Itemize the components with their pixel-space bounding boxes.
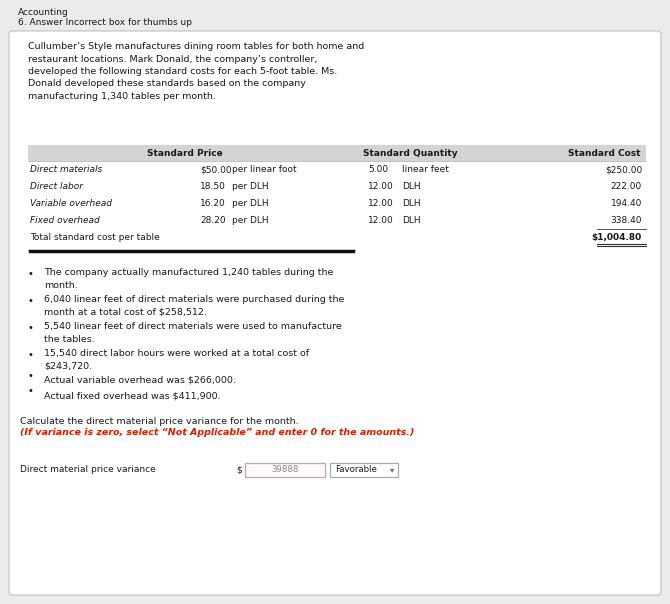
Text: 28.20: 28.20: [200, 216, 226, 225]
Text: Calculate the direct material price variance for the month.: Calculate the direct material price vari…: [20, 417, 302, 426]
Text: Direct materials: Direct materials: [30, 165, 103, 174]
Text: $50.00: $50.00: [200, 165, 232, 174]
Text: Direct labor: Direct labor: [30, 182, 83, 191]
Text: (If variance is zero, select “Not Applicable” and enter 0 for the amounts.): (If variance is zero, select “Not Applic…: [20, 428, 414, 437]
Text: Direct material price variance: Direct material price variance: [20, 466, 155, 475]
Text: 6. Answer Incorrect box for thumbs up: 6. Answer Incorrect box for thumbs up: [18, 18, 192, 27]
Text: Standard Quantity: Standard Quantity: [362, 149, 458, 158]
Text: 338.40: 338.40: [610, 216, 642, 225]
Text: Variable overhead: Variable overhead: [30, 199, 112, 208]
Text: ▾: ▾: [390, 466, 394, 475]
Text: 222.00: 222.00: [611, 182, 642, 191]
Text: DLH: DLH: [402, 216, 421, 225]
Text: Actual variable overhead was $266,000.: Actual variable overhead was $266,000.: [44, 376, 236, 385]
Text: $: $: [236, 466, 242, 475]
Text: linear feet: linear feet: [402, 165, 449, 174]
Text: per linear foot: per linear foot: [232, 165, 297, 174]
Text: 12.00: 12.00: [368, 182, 394, 191]
Text: 12.00: 12.00: [368, 216, 394, 225]
Text: Favorable: Favorable: [335, 466, 377, 475]
Text: Cullumber’s Style manufactures dining room tables for both home and
restaurant l: Cullumber’s Style manufactures dining ro…: [28, 42, 364, 101]
Text: 18.50: 18.50: [200, 182, 226, 191]
Text: •: •: [27, 387, 33, 396]
Text: $1,004.80: $1,004.80: [592, 233, 642, 242]
Text: per DLH: per DLH: [232, 216, 269, 225]
Text: per DLH: per DLH: [232, 199, 269, 208]
Text: •: •: [27, 269, 33, 279]
Bar: [330, 463, 398, 477]
Text: •: •: [27, 350, 33, 360]
Text: Accounting: Accounting: [18, 8, 69, 17]
Text: 6,040 linear feet of direct materials were purchased during the
month at a total: 6,040 linear feet of direct materials we…: [44, 295, 344, 316]
Text: DLH: DLH: [402, 182, 421, 191]
Text: DLH: DLH: [402, 199, 421, 208]
Text: 39888: 39888: [271, 466, 299, 475]
Text: Total standard cost per table: Total standard cost per table: [30, 233, 159, 242]
Text: Fixed overhead: Fixed overhead: [30, 216, 100, 225]
Text: Standard Cost: Standard Cost: [567, 149, 640, 158]
Text: 16.20: 16.20: [200, 199, 226, 208]
Text: per DLH: per DLH: [232, 182, 269, 191]
Text: $250.00: $250.00: [605, 165, 642, 174]
Bar: [245, 463, 325, 477]
Text: 12.00: 12.00: [368, 199, 394, 208]
FancyBboxPatch shape: [9, 31, 661, 595]
Text: Actual fixed overhead was $411,900.: Actual fixed overhead was $411,900.: [44, 391, 220, 400]
Text: 15,540 direct labor hours were worked at a total cost of
$243,720.: 15,540 direct labor hours were worked at…: [44, 349, 309, 370]
Text: •: •: [27, 323, 33, 333]
Text: Standard Price: Standard Price: [147, 149, 223, 158]
Text: The company actually manufactured 1,240 tables during the
month.: The company actually manufactured 1,240 …: [44, 268, 334, 289]
Text: 194.40: 194.40: [610, 199, 642, 208]
Text: 5,540 linear feet of direct materials were used to manufacture
the tables.: 5,540 linear feet of direct materials we…: [44, 322, 342, 344]
Text: 5.00: 5.00: [368, 165, 388, 174]
Text: •: •: [27, 296, 33, 306]
Text: •: •: [27, 371, 33, 381]
Bar: [28, 145, 646, 161]
